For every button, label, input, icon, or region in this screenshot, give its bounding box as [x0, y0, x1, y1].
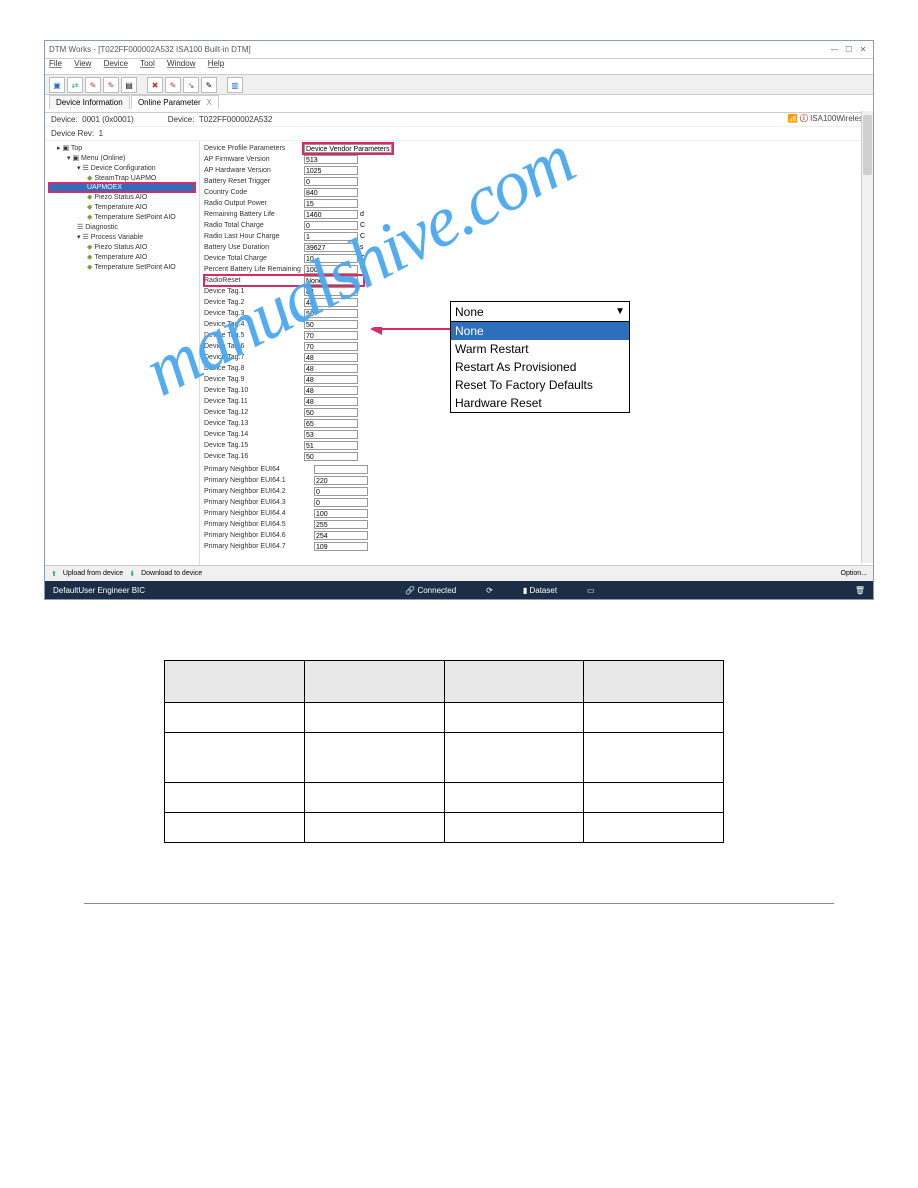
dropdown-selected: None▼	[451, 302, 629, 322]
tab-device-info[interactable]: Device Information	[49, 95, 130, 109]
menu-bar: File View Device Tool Window Help	[45, 59, 873, 75]
tree-piezo: ◆Piezo Status AIO	[49, 192, 195, 202]
tree-menu: ▾ ▣ Menu (Online)	[49, 153, 195, 163]
tree-diag: ☰ Diagnostic	[49, 222, 195, 232]
data-table	[164, 660, 724, 843]
tool-icon[interactable]: ✎	[103, 77, 119, 93]
bottom-toolbar: ⬆Upload from device ⬇Download to device …	[45, 565, 873, 581]
device-info-row: Device: 0001 (0x0001) Device: T022FF0000…	[45, 113, 873, 127]
status-user: DefaultUser Engineer BIC	[53, 586, 145, 595]
row-rop: Radio Output Power15	[204, 198, 869, 209]
window-title: DTM Works - [T022FF000002A532 ISA100 Bui…	[49, 45, 251, 54]
row-neighbor: Primary Neighbor EUI64.30	[204, 497, 869, 508]
opt-warm[interactable]: Warm Restart	[451, 340, 629, 358]
row-neighbor: Primary Neighbor EUI64	[204, 464, 869, 475]
menu-window[interactable]: Window	[167, 59, 195, 68]
scrollbar[interactable]	[861, 111, 873, 563]
option-button[interactable]: Option...	[841, 570, 867, 577]
tool-icon[interactable]: ▥	[227, 77, 243, 93]
isa100-logo: 📶 ⓘ ISA100Wireless	[788, 113, 867, 124]
row-neighbor: Primary Neighbor EUI64.4100	[204, 508, 869, 519]
parameter-panel: Device Profile ParametersDevice Vendor P…	[200, 141, 873, 581]
download-icon: ⬇	[129, 570, 135, 578]
row-cc: Country Code840	[204, 187, 869, 198]
tree-uap-selected: UAPMOEX	[49, 183, 195, 192]
device-rev-row: Device Rev: 1	[45, 127, 873, 141]
row-neighbor: Primary Neighbor EUI64.5255	[204, 519, 869, 530]
row-pblr: Percent Battery Life Remaining100%	[204, 264, 869, 275]
nav-tree[interactable]: ▸ ▣ Top ▾ ▣ Menu (Online) ▾ ☰ Device Con…	[45, 141, 200, 581]
menu-tool[interactable]: Tool	[140, 59, 155, 68]
row-apfw: AP Firmware Version513	[204, 154, 869, 165]
opt-none[interactable]: None	[451, 322, 629, 340]
app-window: DTM Works - [T022FF000002A532 ISA100 Bui…	[44, 40, 874, 600]
tool-icon[interactable]: ▣	[49, 77, 65, 93]
tree-piezo2: ◆Piezo Status AIO	[49, 242, 195, 252]
status-connected: 🔗 Connected	[405, 586, 456, 595]
row-bud: Battery Use Duration39627s	[204, 242, 869, 253]
tool-icon[interactable]: ✎	[85, 77, 101, 93]
menu-device[interactable]: Device	[104, 59, 128, 68]
row-tag: Device Tag.1453	[204, 429, 869, 440]
opt-restart-prov[interactable]: Restart As Provisioned	[451, 358, 629, 376]
opt-hw-reset[interactable]: Hardware Reset	[451, 394, 629, 412]
row-neighbor: Primary Neighbor EUI64.1220	[204, 475, 869, 486]
close-icon[interactable]: ✕	[857, 45, 869, 54]
row-tag: Device Tag.1650	[204, 451, 869, 462]
tree-st: ◆SteamTrap UAPMO	[49, 173, 195, 183]
tab-online-param[interactable]: Online ParameterX	[131, 95, 219, 109]
refresh-icon[interactable]: ⟳	[486, 586, 493, 595]
row-tag: Device Tag.1551	[204, 440, 869, 451]
upload-icon: ⬆	[51, 570, 57, 578]
row-neighbor: Primary Neighbor EUI64.6254	[204, 530, 869, 541]
row-dtc: Device Total Charge10C	[204, 253, 869, 264]
tab-close-icon[interactable]: X	[207, 98, 212, 107]
chevron-down-icon: ▼	[615, 306, 625, 317]
row-neighbor: Primary Neighbor EUI64.7109	[204, 541, 869, 552]
page-footer-line	[84, 903, 834, 904]
tool-icon[interactable]: ▤	[121, 77, 137, 93]
tree-pv: ▾ ☰ Process Variable	[49, 232, 195, 242]
row-rlhc: Radio Last Hour Charge1C	[204, 231, 869, 242]
row-aphw: AP Hardware Version1025	[204, 165, 869, 176]
tool-icon[interactable]: ✖	[147, 77, 163, 93]
tool-icon[interactable]: ✎	[201, 77, 217, 93]
title-bar: DTM Works - [T022FF000002A532 ISA100 Bui…	[45, 41, 873, 59]
row-rtc: Radio Total Charge0C	[204, 220, 869, 231]
tree-config: ▾ ☰ Device Configuration	[49, 163, 195, 173]
trash-icon[interactable]: 🗑	[855, 586, 865, 595]
radioreset-dropdown[interactable]: None▼ None Warm Restart Restart As Provi…	[450, 301, 630, 413]
status-icon: ▭	[587, 586, 595, 595]
menu-help[interactable]: Help	[208, 59, 224, 68]
row-neighbor: Primary Neighbor EUI64.20	[204, 486, 869, 497]
tool-icon[interactable]: ↘	[183, 77, 199, 93]
tree-top: ▸ ▣ Top	[49, 143, 195, 153]
download-button[interactable]: Download to device	[141, 570, 202, 577]
upload-button[interactable]: Upload from device	[63, 570, 123, 577]
row-dpp: Device Profile ParametersDevice Vendor P…	[204, 143, 869, 154]
row-radioreset: RadioResetNone	[204, 275, 364, 286]
tool-icon[interactable]: ✎	[165, 77, 181, 93]
row-brt: Battery Reset Trigger0	[204, 176, 869, 187]
tree-tsp2: ◆Temperature SetPoint AIO	[49, 262, 195, 272]
row-rbl: Remaining Battery Life1460d	[204, 209, 869, 220]
status-bar: DefaultUser Engineer BIC 🔗 Connected ⟳ ▮…	[45, 581, 873, 599]
menu-file[interactable]: File	[49, 59, 62, 68]
max-icon[interactable]: ☐	[843, 45, 855, 54]
row-tag: Device Tag.1365	[204, 418, 869, 429]
opt-factory[interactable]: Reset To Factory Defaults	[451, 376, 629, 394]
min-icon[interactable]: —	[829, 45, 841, 54]
tree-temp: ◆Temperature AIO	[49, 202, 195, 212]
tool-icon[interactable]: ⇄	[67, 77, 83, 93]
menu-view[interactable]: View	[74, 59, 91, 68]
toolbar: ▣ ⇄ ✎ ✎ ▤ ✖ ✎ ↘ ✎ ▥	[45, 75, 873, 95]
status-dataset: ▮ Dataset	[523, 586, 557, 595]
tree-tsp: ◆Temperature SetPoint AIO	[49, 212, 195, 222]
tree-temp2: ◆Temperature AIO	[49, 252, 195, 262]
tab-strip: Device Information Online ParameterX	[45, 95, 873, 113]
row-tag: Device Tag.184	[204, 286, 869, 297]
